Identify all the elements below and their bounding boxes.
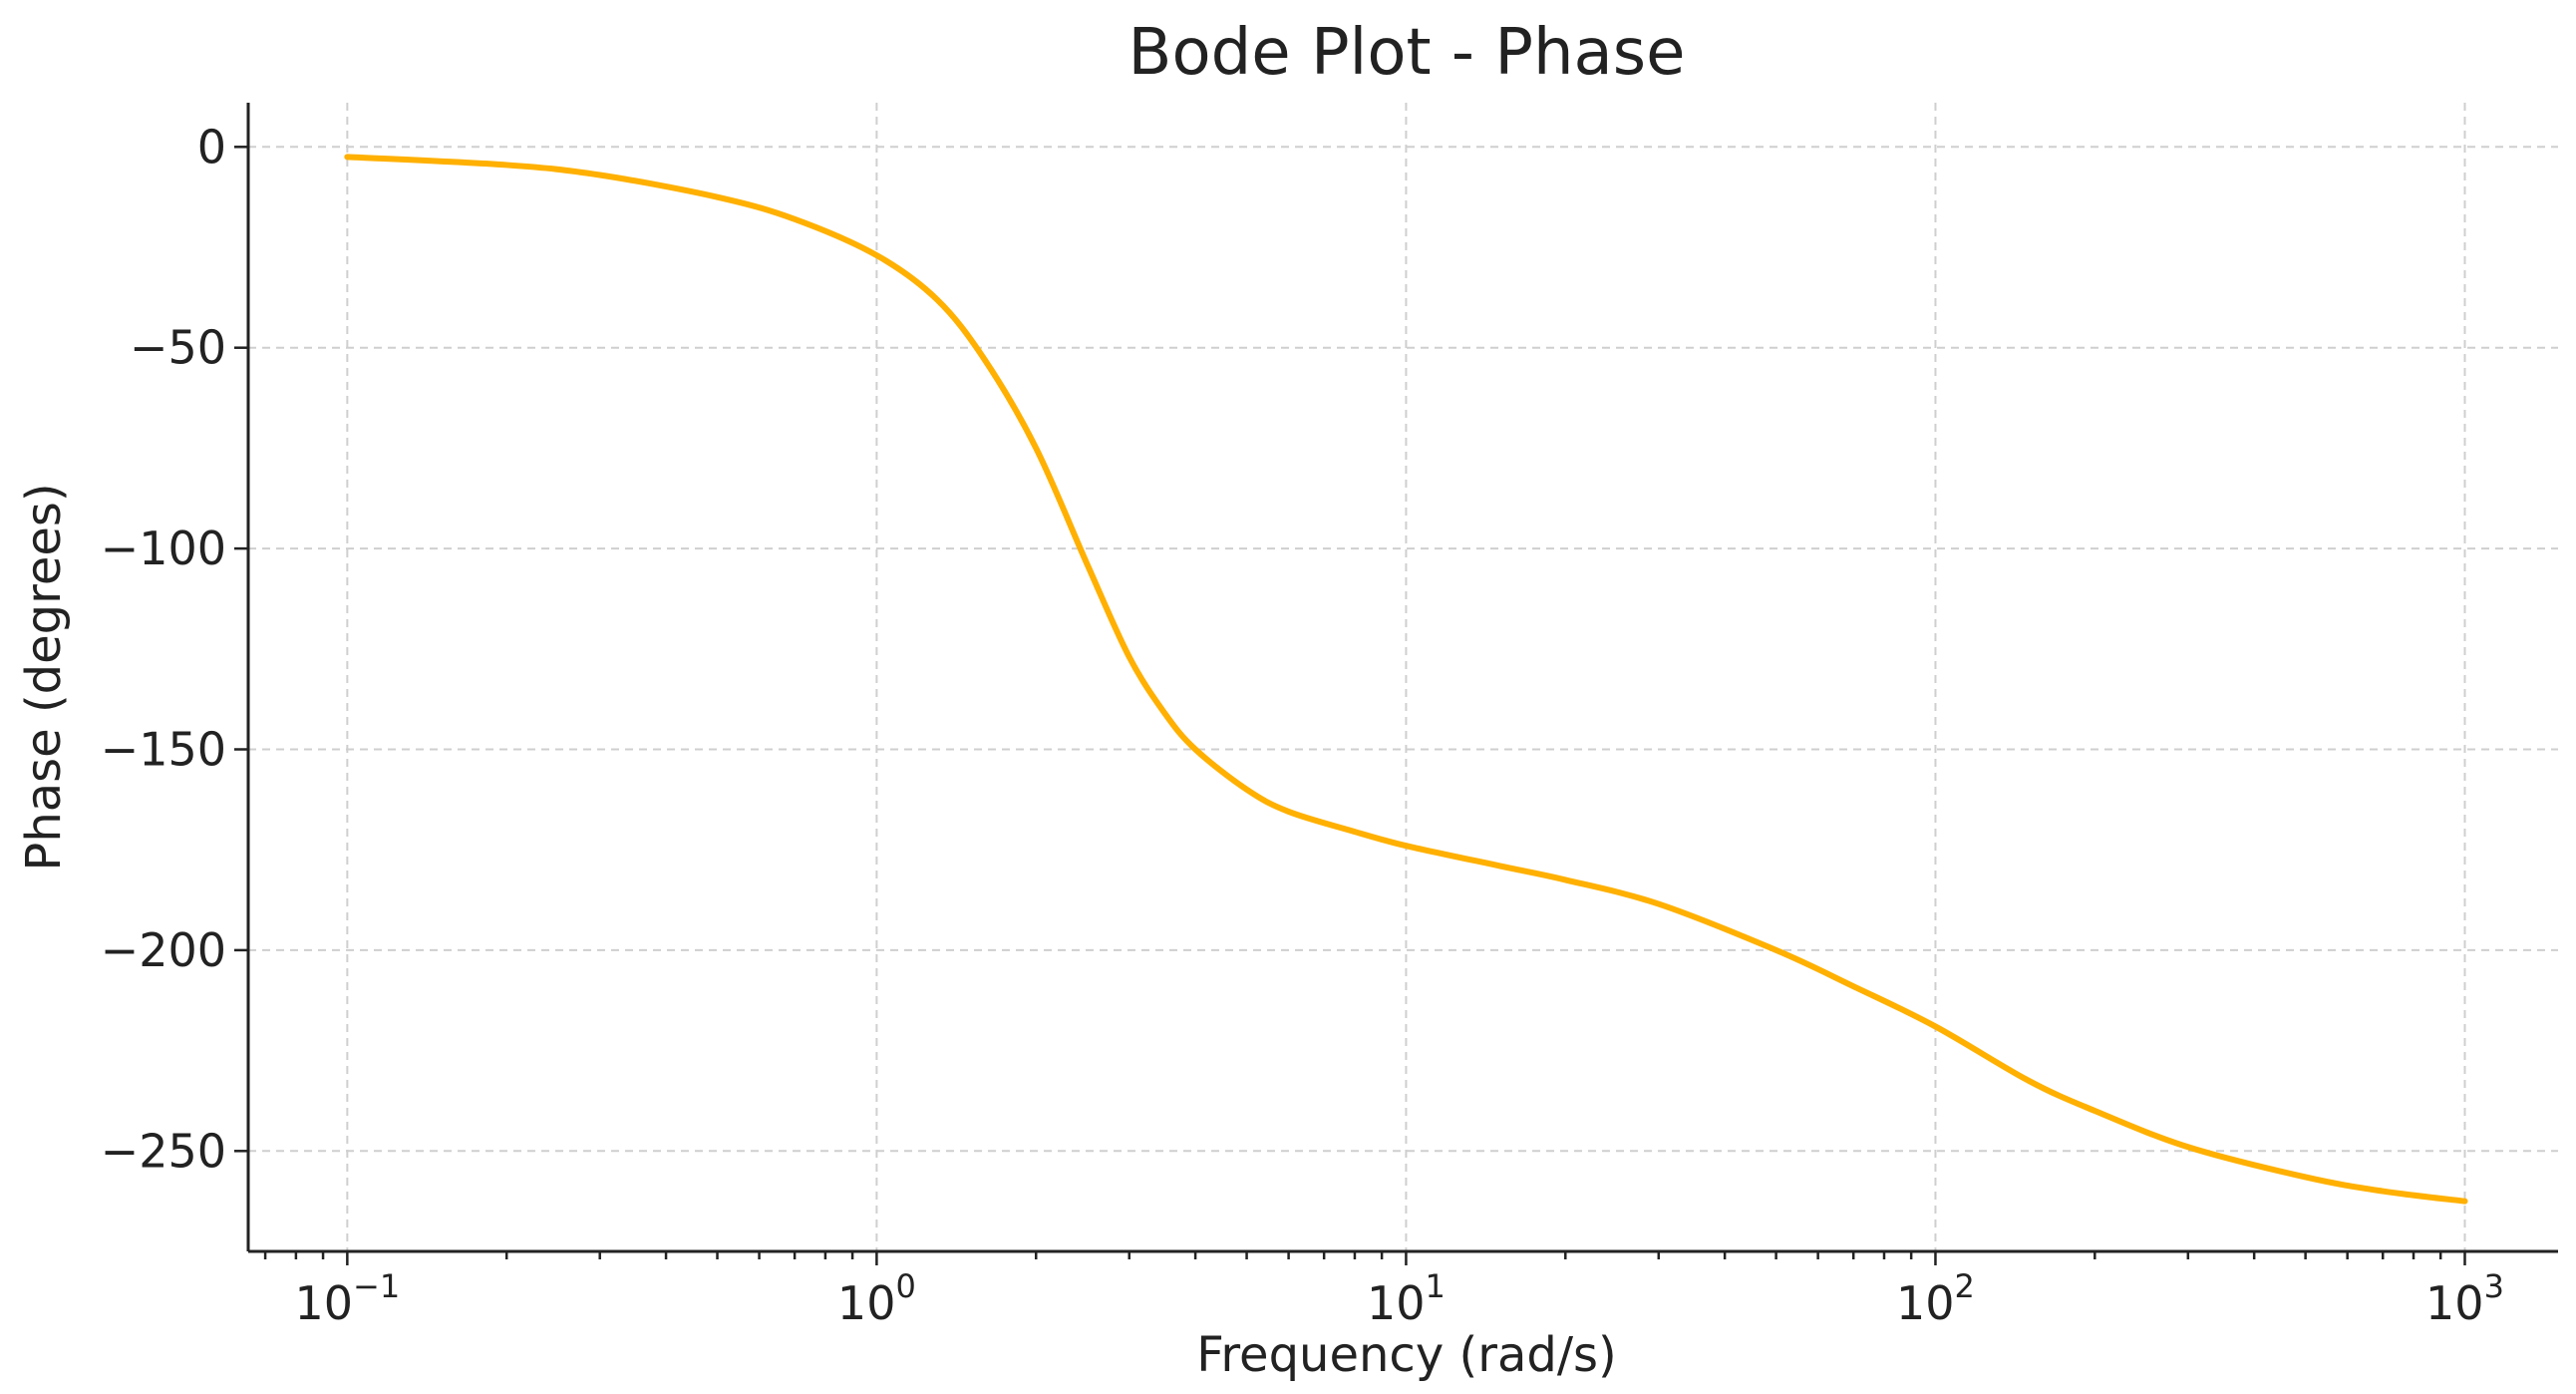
x-tick-label-base: 10 [837, 1276, 896, 1330]
x-tick-label-exponent: −1 [353, 1267, 400, 1305]
x-tick-label: 10−1 [294, 1267, 400, 1330]
y-tick-label: −150 [101, 723, 226, 777]
y-ticks: 0 −50 −100 −150 −200 −250 [101, 120, 248, 1178]
y-tick-label: −100 [101, 522, 226, 575]
x-tick-label-base: 10 [2425, 1276, 2484, 1330]
y-tick-label: −250 [101, 1124, 226, 1178]
x-tick-label-exponent: 3 [2484, 1267, 2504, 1305]
phase-series-line [344, 154, 2468, 1205]
x-tick-label-base: 10 [1367, 1276, 1426, 1330]
axes [246, 103, 2558, 1253]
x-tick-label-base: 10 [1896, 1276, 1955, 1330]
x-tick-label: 102 [1896, 1267, 1975, 1330]
grid [248, 103, 2558, 1251]
x-axis-label: Frequency (rad/s) [1196, 1327, 1616, 1383]
y-tick-label: 0 [197, 120, 226, 174]
x-ticks: 10−1 100 101 102 103 [263, 1251, 2504, 1330]
chart-title: Bode Plot - Phase [1128, 16, 1686, 90]
y-tick-label: −50 [130, 321, 226, 375]
x-tick-label-exponent: 2 [1955, 1267, 1975, 1305]
x-tick-label: 101 [1367, 1267, 1446, 1330]
x-tick-label-base: 10 [294, 1276, 353, 1330]
plot-area [344, 154, 2468, 1205]
y-axis-label: Phase (degrees) [16, 483, 72, 871]
x-tick-label: 100 [837, 1267, 916, 1330]
x-tick-label: 103 [2425, 1267, 2504, 1330]
x-tick-label-exponent: 1 [1426, 1267, 1446, 1305]
y-tick-label: −200 [101, 923, 226, 977]
x-tick-label-exponent: 0 [895, 1267, 915, 1305]
